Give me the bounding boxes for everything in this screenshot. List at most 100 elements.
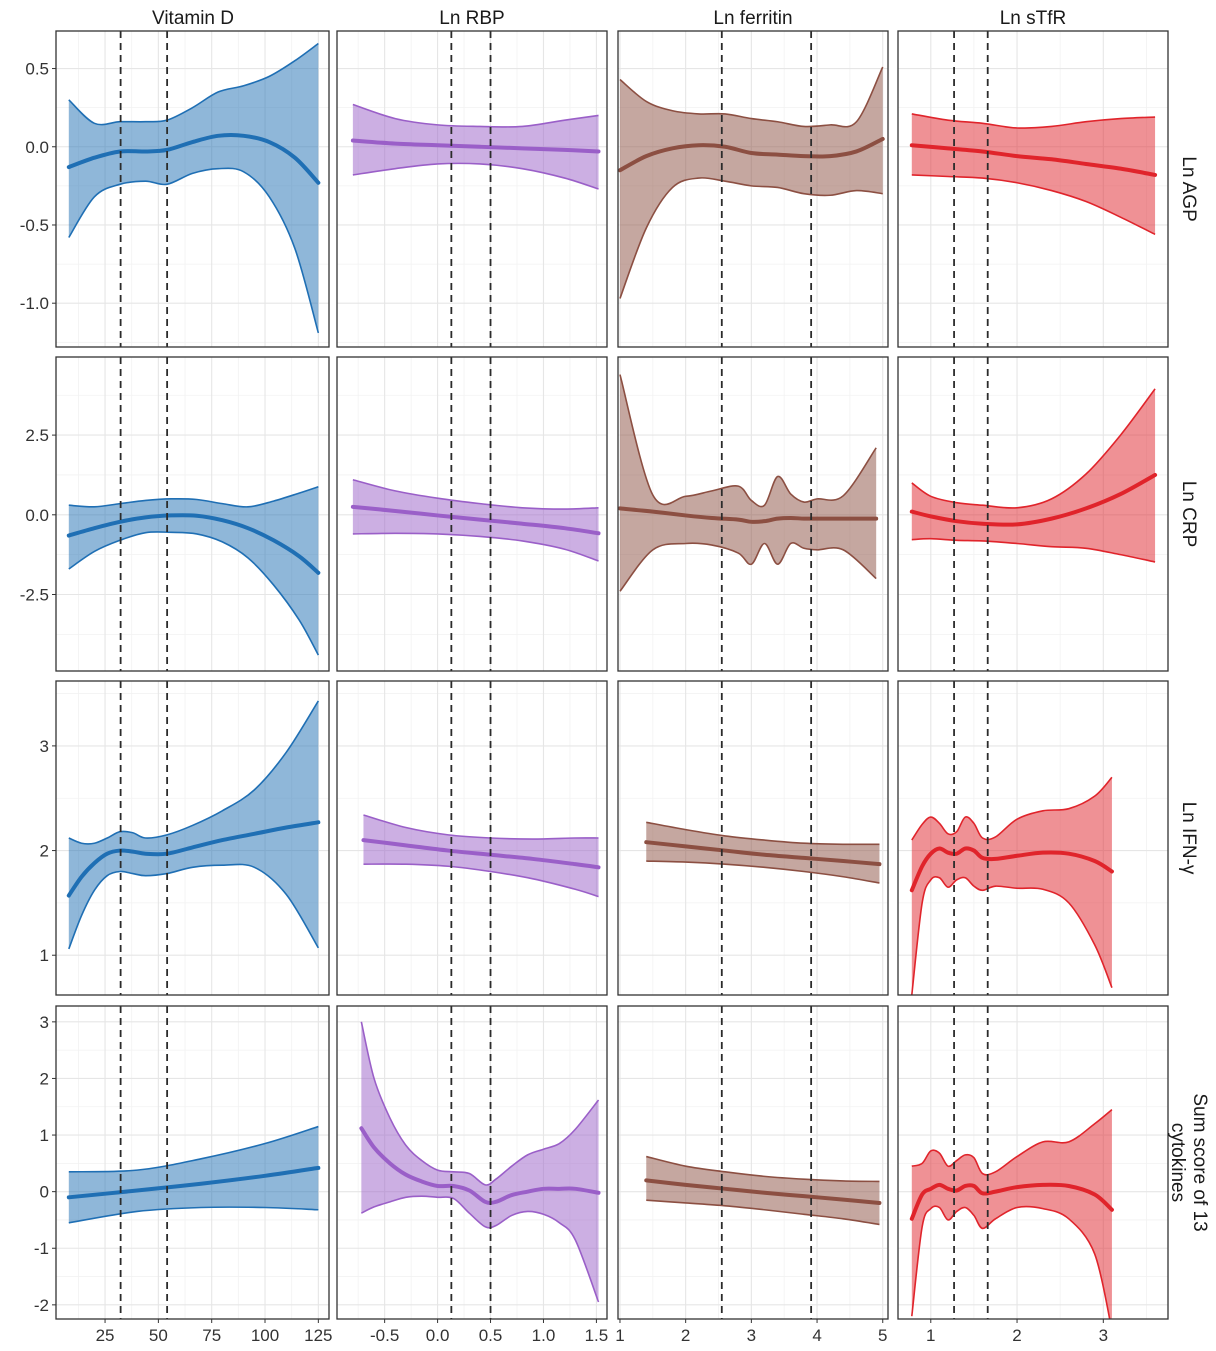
x-tick-label: 2 (1012, 1326, 1021, 1345)
fitted-line (909, 472, 1158, 527)
confidence-band (68, 700, 319, 949)
ci-upper-line (619, 374, 877, 508)
ci-lower-line (68, 531, 320, 656)
fitted-line (618, 506, 879, 524)
ci-upper-line (911, 113, 1156, 129)
ci-upper-line (352, 103, 599, 128)
panel-border (897, 356, 1169, 672)
panel-data (644, 1155, 882, 1226)
ci-lower-line (360, 1195, 600, 1303)
ci-upper-line (911, 388, 1156, 509)
panel-data (66, 485, 321, 656)
panel-border (336, 30, 608, 348)
panel-1-4 (897, 30, 1169, 348)
x-tick-label: 50 (149, 1326, 168, 1345)
confidence-band (361, 1021, 599, 1303)
y-tick-label: 3 (40, 737, 49, 756)
y-tick-label: 2 (40, 1069, 49, 1088)
ci-upper-line (911, 1108, 1113, 1176)
ci-lower-line (646, 860, 880, 884)
fitted-line (618, 136, 885, 173)
panel-4-4: 1 2 3 (897, 1005, 1169, 1345)
ci-upper-line (911, 776, 1113, 841)
ci-lower-line (911, 537, 1156, 563)
ci-lower-line (619, 177, 883, 299)
panel-data (66, 1125, 321, 1224)
panel-data (66, 42, 321, 334)
y-tick-label: 2 (40, 842, 49, 861)
fitted-line (359, 1126, 601, 1205)
ci-upper-line (68, 1125, 319, 1173)
confidence-band (68, 43, 319, 333)
panel-border (336, 356, 608, 672)
x-tick-label: 1.0 (532, 1326, 556, 1345)
row-strip-line: Sum score of 13 (1189, 1093, 1210, 1231)
column-strip-label: Ln RBP (439, 8, 504, 29)
ci-lower-line (68, 167, 320, 334)
y-tick-label: -1.0 (20, 294, 49, 313)
panel-3-4 (897, 680, 1169, 996)
column-strip-label: Ln ferritin (713, 8, 792, 29)
confidence-band (911, 777, 1112, 995)
y-tick-label: -2.5 (20, 585, 49, 604)
panel-border (55, 30, 330, 348)
panel-data (909, 1108, 1114, 1319)
x-tick-label: 0.5 (479, 1326, 503, 1345)
x-tick-label: -0.5 (370, 1326, 399, 1345)
confidence-band (619, 66, 883, 299)
panel-1-3 (617, 30, 889, 348)
panel-1-1: -1.0 -0.5 0.0 0.5 (20, 30, 330, 348)
panel-data (361, 814, 601, 898)
panel-4-2: -0.5 0.0 0.5 1.0 1.5 (336, 1005, 609, 1345)
fitted-line (66, 820, 321, 898)
row-strip-line: Ln IFN-γ (1178, 802, 1199, 875)
x-tick-label: 2 (681, 1326, 690, 1345)
ci-lower-line (68, 863, 320, 950)
y-tick-label: -2 (34, 1296, 49, 1315)
x-tick-label: 3 (1099, 1326, 1108, 1345)
ci-upper-line (619, 66, 884, 128)
ci-lower-line (619, 542, 877, 592)
panel-border (336, 1005, 608, 1320)
ci-upper-line (68, 485, 319, 508)
ci-lower-line (363, 863, 599, 898)
panel-1-2 (336, 30, 608, 348)
ci-upper-line (352, 478, 599, 510)
x-tick-label: 100 (251, 1326, 279, 1345)
panel-border (55, 680, 330, 996)
row-strip-line: cytokines (1167, 1123, 1188, 1202)
ci-lower-line (352, 532, 599, 562)
row-strip-label: Sum score of 13cytokines (1167, 1093, 1210, 1231)
panel-border (55, 1005, 330, 1320)
x-tick-label: 1.5 (585, 1326, 609, 1345)
x-tick-label: 3 (747, 1326, 756, 1345)
panel-border (336, 680, 608, 996)
panel-data (909, 388, 1158, 563)
panel-border (897, 680, 1169, 996)
y-tick-label: -0.5 (20, 216, 49, 235)
panel-3-2 (336, 680, 608, 996)
ci-lower-line (911, 875, 1113, 995)
y-tick-label: 3 (40, 1013, 49, 1032)
column-strip-label: Vitamin D (152, 8, 234, 29)
x-tick-label: 1 (926, 1326, 935, 1345)
confidence-band (68, 486, 319, 656)
y-tick-label: 0.0 (25, 506, 49, 525)
row-strip-line: Ln CRP (1178, 481, 1199, 548)
panel-3-3 (617, 680, 889, 996)
panel-4-1: -2 -1 0 1 2 3 25 50 75 100 125 (34, 1005, 333, 1345)
row-strip-label: Ln AGP (1178, 156, 1199, 222)
panel-border (617, 680, 889, 996)
y-tick-label: -1 (34, 1239, 49, 1258)
panel-border (55, 356, 330, 672)
x-tick-label: 75 (202, 1326, 221, 1345)
panel-2-1: -2.5 0.0 2.5 (20, 356, 330, 672)
x-tick-label: 25 (96, 1326, 115, 1345)
panel-2-3 (617, 356, 889, 672)
row-strip-label: Ln IFN-γ (1178, 802, 1199, 875)
confidence-band (911, 1109, 1112, 1319)
confidence-band (911, 388, 1156, 562)
y-tick-label: 0.0 (25, 138, 49, 157)
y-tick-label: 0 (40, 1183, 49, 1202)
